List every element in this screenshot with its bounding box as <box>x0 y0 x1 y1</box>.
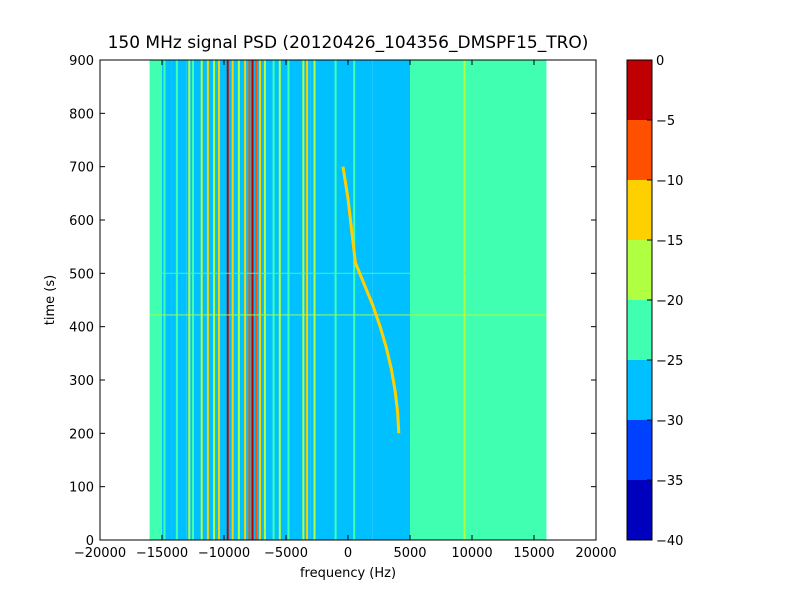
colorbar-tick-label-2: −10 <box>656 174 683 189</box>
psd-region-4 <box>310 60 373 540</box>
colorbar-tick-label-1: −5 <box>656 114 675 129</box>
colorbar-tick-label-4: −20 <box>656 294 683 309</box>
colorbar-level-4 <box>627 240 652 300</box>
psd-region-1 <box>162 60 172 540</box>
colorbar-tick-label-8: −40 <box>656 534 683 549</box>
y-axis-label: time (s) <box>43 275 58 325</box>
y-tick-label-1: 100 <box>69 481 94 496</box>
x-tick-label-5: 5000 <box>393 546 426 561</box>
colorbar-tick-label-3: −15 <box>656 234 683 249</box>
y-tick-label-4: 400 <box>69 321 94 336</box>
colorbar <box>627 60 652 540</box>
x-tick-label-1: −15000 <box>136 546 188 561</box>
psd-doppler-track <box>341 166 401 434</box>
colorbar-level-1 <box>627 420 652 480</box>
x-tick-label-8: 20000 <box>575 546 616 561</box>
y-tick-label-2: 200 <box>69 427 94 442</box>
doppler-track-line <box>341 166 401 434</box>
psd-region-6 <box>410 60 547 540</box>
y-axis-ticks: 0 100 200 300 400 500 600 700 800 900 <box>69 54 596 549</box>
y-tick-label-8: 800 <box>69 107 94 122</box>
psd-region-2 <box>171 60 187 540</box>
psd-spectral-lines <box>154 60 501 540</box>
colorbar-level-5 <box>627 180 652 240</box>
x-tick-label-7: 15000 <box>513 546 554 561</box>
x-axis-label: frequency (Hz) <box>300 566 396 581</box>
psd-horizontal-lines <box>149 272 547 316</box>
colorbar-frame <box>626 59 653 541</box>
x-tick-label-2: −10000 <box>198 546 250 561</box>
x-tick-label-0: −20000 <box>74 546 126 561</box>
colorbar-level-3 <box>627 300 652 360</box>
plot-area <box>149 60 547 540</box>
y-tick-label-3: 300 <box>69 374 94 389</box>
y-tick-label-7: 700 <box>69 161 94 176</box>
psd-background-regions <box>149 60 547 540</box>
colorbar-level-6 <box>627 120 652 180</box>
colorbar-tick-label-5: −25 <box>656 354 683 369</box>
x-tick-label-6: 10000 <box>451 546 492 561</box>
colorbar-tick-label-7: −35 <box>656 474 683 489</box>
y-tick-label-0: 0 <box>86 534 94 549</box>
colorbar-level-2 <box>627 360 652 420</box>
y-tick-label-9: 900 <box>69 54 94 69</box>
colorbar-tick-label-6: −30 <box>656 414 683 429</box>
colorbar-level-7 <box>627 60 652 120</box>
psd-region-5 <box>372 60 410 540</box>
x-tick-label-4: 0 <box>344 546 352 561</box>
colorbar-tick-label-0: 0 <box>656 54 664 69</box>
x-tick-label-3: −5000 <box>264 546 308 561</box>
x-axis-ticks: −20000 −15000 −10000 −5000 0 5000 10000 15000 20… <box>74 60 617 561</box>
colorbar-level-0 <box>627 480 652 540</box>
y-tick-label-6: 600 <box>69 214 94 229</box>
chart-title: 150 MHz signal PSD (20120426_104356_DMSP… <box>108 33 589 53</box>
y-tick-label-5: 500 <box>69 267 94 282</box>
